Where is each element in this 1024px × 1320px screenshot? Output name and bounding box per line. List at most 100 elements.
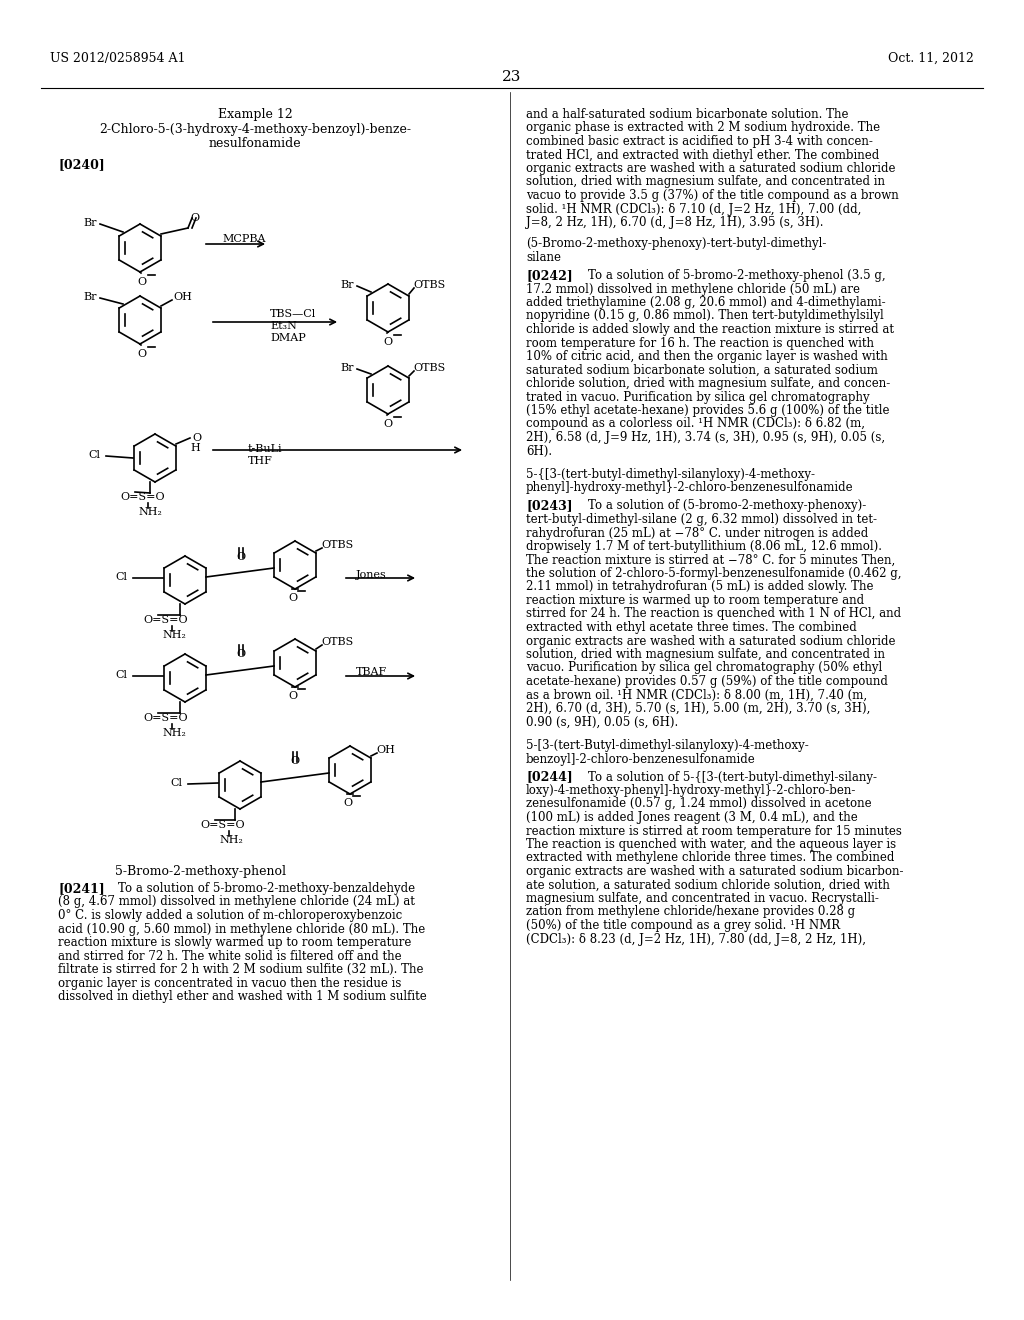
Text: (15% ethyl acetate-hexane) provides 5.6 g (100%) of the title: (15% ethyl acetate-hexane) provides 5.6 … xyxy=(526,404,890,417)
Text: [0241]: [0241] xyxy=(58,882,104,895)
Text: Jones: Jones xyxy=(356,570,387,579)
Text: To a solution of (5-bromo-2-methoxy-phenoxy)-: To a solution of (5-bromo-2-methoxy-phen… xyxy=(588,499,866,512)
Text: O: O xyxy=(193,433,201,444)
Text: rahydrofuran (25 mL) at −78° C. under nitrogen is added: rahydrofuran (25 mL) at −78° C. under ni… xyxy=(526,527,868,540)
Text: Br: Br xyxy=(340,363,353,374)
Text: combined basic extract is acidified to pH 3-4 with concen-: combined basic extract is acidified to p… xyxy=(526,135,872,148)
Text: 2H), 6.58 (d, J=9 Hz, 1H), 3.74 (s, 3H), 0.95 (s, 9H), 0.05 (s,: 2H), 6.58 (d, J=9 Hz, 1H), 3.74 (s, 3H),… xyxy=(526,432,885,444)
Text: O: O xyxy=(343,799,352,808)
Text: vacuo. Purification by silica gel chromatography (50% ethyl: vacuo. Purification by silica gel chroma… xyxy=(526,661,883,675)
Text: reaction mixture is warmed up to room temperature and: reaction mixture is warmed up to room te… xyxy=(526,594,864,607)
Text: OTBS: OTBS xyxy=(413,363,445,374)
Text: 23: 23 xyxy=(503,70,521,84)
Text: 0.90 (s, 9H), 0.05 (s, 6H).: 0.90 (s, 9H), 0.05 (s, 6H). xyxy=(526,715,678,729)
Text: Br: Br xyxy=(340,280,353,290)
Text: (8 g, 4.67 mmol) dissolved in methylene chloride (24 mL) at: (8 g, 4.67 mmol) dissolved in methylene … xyxy=(58,895,415,908)
Text: Et₃N: Et₃N xyxy=(270,321,297,331)
Text: 5-[3-(tert-Butyl-dimethyl-silanyloxy)-4-methoxy-: 5-[3-(tert-Butyl-dimethyl-silanyloxy)-4-… xyxy=(526,739,809,752)
Text: OTBS: OTBS xyxy=(321,638,353,647)
Text: O=S=O: O=S=O xyxy=(200,820,245,830)
Text: Cl: Cl xyxy=(88,450,100,459)
Text: chloride solution, dried with magnesium sulfate, and concen-: chloride solution, dried with magnesium … xyxy=(526,378,890,389)
Text: DMAP: DMAP xyxy=(270,333,306,343)
Text: 2H), 6.70 (d, 3H), 5.70 (s, 1H), 5.00 (m, 2H), 3.70 (s, 3H),: 2H), 6.70 (d, 3H), 5.70 (s, 1H), 5.00 (m… xyxy=(526,702,870,715)
Text: MCPBA: MCPBA xyxy=(222,234,265,244)
Text: reaction mixture is stirred at room temperature for 15 minutes: reaction mixture is stirred at room temp… xyxy=(526,825,902,837)
Text: THF: THF xyxy=(248,455,272,466)
Text: [0244]: [0244] xyxy=(526,771,572,784)
Text: filtrate is stirred for 2 h with 2 M sodium sulfite (32 mL). The: filtrate is stirred for 2 h with 2 M sod… xyxy=(58,964,424,975)
Text: NH₂: NH₂ xyxy=(219,836,243,845)
Text: [0243]: [0243] xyxy=(526,499,572,512)
Text: extracted with methylene chloride three times. The combined: extracted with methylene chloride three … xyxy=(526,851,894,865)
Text: 17.2 mmol) dissolved in methylene chloride (50 mL) are: 17.2 mmol) dissolved in methylene chlori… xyxy=(526,282,860,296)
Text: zenesulfonamide (0.57 g, 1.24 mmol) dissolved in acetone: zenesulfonamide (0.57 g, 1.24 mmol) diss… xyxy=(526,797,871,810)
Text: O=S=O: O=S=O xyxy=(143,615,187,624)
Text: O: O xyxy=(290,756,299,766)
Text: trated in vacuo. Purification by silica gel chromatography: trated in vacuo. Purification by silica … xyxy=(526,391,869,404)
Text: dissolved in diethyl ether and washed with 1 M sodium sulfite: dissolved in diethyl ether and washed wi… xyxy=(58,990,427,1003)
Text: nesulfonamide: nesulfonamide xyxy=(209,137,301,150)
Text: benzoyl]-2-chloro-benzenesulfonamide: benzoyl]-2-chloro-benzenesulfonamide xyxy=(526,752,756,766)
Text: trated HCl, and extracted with diethyl ether. The combined: trated HCl, and extracted with diethyl e… xyxy=(526,149,880,161)
Text: tert-butyl-dimethyl-silane (2 g, 6.32 mmol) dissolved in tet-: tert-butyl-dimethyl-silane (2 g, 6.32 mm… xyxy=(526,513,877,525)
Text: organic phase is extracted with 2 M sodium hydroxide. The: organic phase is extracted with 2 M sodi… xyxy=(526,121,880,135)
Text: compound as a colorless oil. ¹H NMR (CDCl₃): δ 6.82 (m,: compound as a colorless oil. ¹H NMR (CDC… xyxy=(526,417,865,430)
Text: magnesium sulfate, and concentrated in vacuo. Recrystalli-: magnesium sulfate, and concentrated in v… xyxy=(526,892,879,906)
Text: TBAF: TBAF xyxy=(356,667,387,677)
Text: added triethylamine (2.08 g, 20.6 mmol) and 4-dimethylami-: added triethylamine (2.08 g, 20.6 mmol) … xyxy=(526,296,886,309)
Text: Cl: Cl xyxy=(115,572,127,582)
Text: acetate-hexane) provides 0.57 g (59%) of the title compound: acetate-hexane) provides 0.57 g (59%) of… xyxy=(526,675,888,688)
Text: solution, dried with magnesium sulfate, and concentrated in: solution, dried with magnesium sulfate, … xyxy=(526,648,885,661)
Text: the solution of 2-chloro-5-formyl-benzenesulfonamide (0.462 g,: the solution of 2-chloro-5-formyl-benzen… xyxy=(526,568,901,579)
Text: solid. ¹H NMR (CDCl₃): δ 7.10 (d, J=2 Hz, 1H), 7.00 (dd,: solid. ¹H NMR (CDCl₃): δ 7.10 (d, J=2 Hz… xyxy=(526,202,861,215)
Text: 6H).: 6H). xyxy=(526,445,552,458)
Text: saturated sodium bicarbonate solution, a saturated sodium: saturated sodium bicarbonate solution, a… xyxy=(526,363,878,376)
Text: O: O xyxy=(137,277,146,286)
Text: O: O xyxy=(190,213,199,223)
Text: and a half-saturated sodium bicarbonate solution. The: and a half-saturated sodium bicarbonate … xyxy=(526,108,849,121)
Text: OTBS: OTBS xyxy=(413,280,445,290)
Text: (5-Bromo-2-methoxy-phenoxy)-tert-butyl-dimethyl-: (5-Bromo-2-methoxy-phenoxy)-tert-butyl-d… xyxy=(526,238,826,251)
Text: To a solution of 5-bromo-2-methoxy-benzaldehyde: To a solution of 5-bromo-2-methoxy-benza… xyxy=(118,882,415,895)
Text: OTBS: OTBS xyxy=(321,540,353,550)
Text: 0° C. is slowly added a solution of m-chloroperoxybenzoic: 0° C. is slowly added a solution of m-ch… xyxy=(58,909,402,921)
Text: 2.11 mmol) in tetrahydrofuran (5 mL) is added slowly. The: 2.11 mmol) in tetrahydrofuran (5 mL) is … xyxy=(526,581,873,594)
Text: loxy)-4-methoxy-phenyl]-hydroxy-methyl}-2-chloro-ben-: loxy)-4-methoxy-phenyl]-hydroxy-methyl}-… xyxy=(526,784,856,797)
Text: Br: Br xyxy=(83,218,96,228)
Text: phenyl]-hydroxy-methyl}-2-chloro-benzenesulfonamide: phenyl]-hydroxy-methyl}-2-chloro-benzene… xyxy=(526,482,854,495)
Text: as a brown oil. ¹H NMR (CDCl₃): δ 8.00 (m, 1H), 7.40 (m,: as a brown oil. ¹H NMR (CDCl₃): δ 8.00 (… xyxy=(526,689,867,701)
Text: organic extracts are washed with a saturated sodium bicarbon-: organic extracts are washed with a satur… xyxy=(526,865,903,878)
Text: silane: silane xyxy=(526,251,561,264)
Text: The reaction mixture is stirred at −78° C. for 5 minutes Then,: The reaction mixture is stirred at −78° … xyxy=(526,553,895,566)
Text: Oct. 11, 2012: Oct. 11, 2012 xyxy=(888,51,974,65)
Text: OH: OH xyxy=(376,744,395,755)
Text: To a solution of 5-bromo-2-methoxy-phenol (3.5 g,: To a solution of 5-bromo-2-methoxy-pheno… xyxy=(588,269,886,282)
Text: organic extracts are washed with a saturated sodium chloride: organic extracts are washed with a satur… xyxy=(526,162,896,176)
Text: O: O xyxy=(383,337,392,347)
Text: US 2012/0258954 A1: US 2012/0258954 A1 xyxy=(50,51,185,65)
Text: acid (10.90 g, 5.60 mmol) in methylene chloride (80 mL). The: acid (10.90 g, 5.60 mmol) in methylene c… xyxy=(58,923,425,936)
Text: 2-Chloro-5-(3-hydroxy-4-methoxy-benzoyl)-benze-: 2-Chloro-5-(3-hydroxy-4-methoxy-benzoyl)… xyxy=(99,123,411,136)
Text: (50%) of the title compound as a grey solid. ¹H NMR: (50%) of the title compound as a grey so… xyxy=(526,919,840,932)
Text: ate solution, a saturated sodium chloride solution, dried with: ate solution, a saturated sodium chlorid… xyxy=(526,879,890,891)
Text: nopyridine (0.15 g, 0.86 mmol). Then tert-butyldimethylsilyl: nopyridine (0.15 g, 0.86 mmol). Then ter… xyxy=(526,309,884,322)
Text: OH: OH xyxy=(173,292,191,302)
Text: chloride is added slowly and the reaction mixture is stirred at: chloride is added slowly and the reactio… xyxy=(526,323,894,337)
Text: TBS—Cl: TBS—Cl xyxy=(270,309,316,319)
Text: [0242]: [0242] xyxy=(526,269,572,282)
Text: O: O xyxy=(137,348,146,359)
Text: H: H xyxy=(190,444,200,453)
Text: O=S=O: O=S=O xyxy=(143,713,187,723)
Text: reaction mixture is slowly warmed up to room temperature: reaction mixture is slowly warmed up to … xyxy=(58,936,412,949)
Text: (CDCl₃): δ 8.23 (d, J=2 Hz, 1H), 7.80 (dd, J=8, 2 Hz, 1H),: (CDCl₃): δ 8.23 (d, J=2 Hz, 1H), 7.80 (d… xyxy=(526,932,866,945)
Text: NH₂: NH₂ xyxy=(138,507,162,517)
Text: (100 mL) is added Jones reagent (3 M, 0.4 mL), and the: (100 mL) is added Jones reagent (3 M, 0.… xyxy=(526,810,858,824)
Text: O: O xyxy=(288,593,297,603)
Text: Example 12: Example 12 xyxy=(218,108,293,121)
Text: J=8, 2 Hz, 1H), 6.70 (d, J=8 Hz, 1H), 3.95 (s, 3H).: J=8, 2 Hz, 1H), 6.70 (d, J=8 Hz, 1H), 3.… xyxy=(526,216,823,228)
Text: Cl: Cl xyxy=(170,777,182,788)
Text: NH₂: NH₂ xyxy=(162,630,186,640)
Text: O: O xyxy=(236,552,245,562)
Text: organic layer is concentrated in vacuo then the residue is: organic layer is concentrated in vacuo t… xyxy=(58,977,401,990)
